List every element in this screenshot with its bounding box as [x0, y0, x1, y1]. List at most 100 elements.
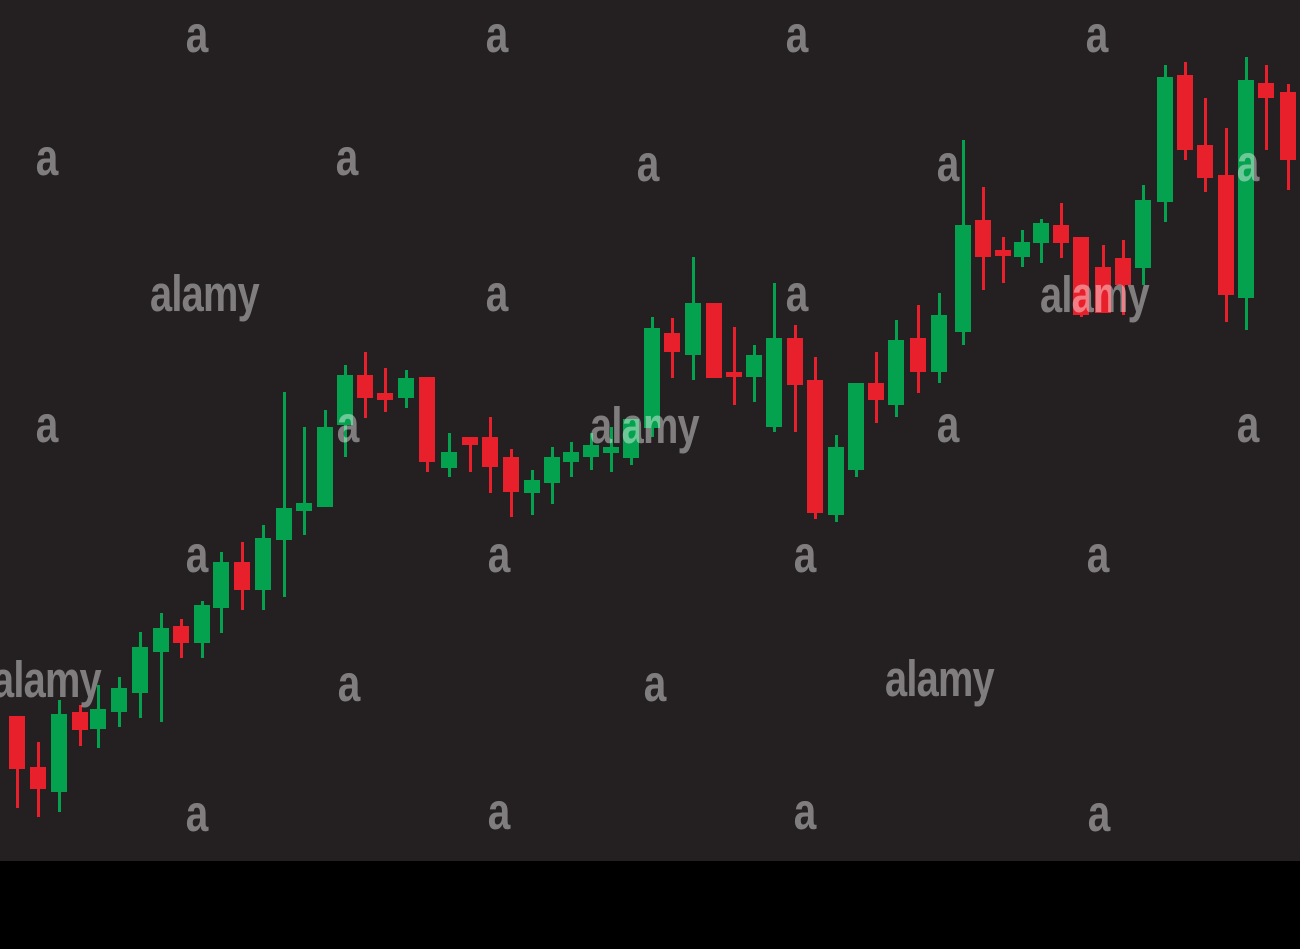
candle-body [482, 437, 498, 467]
candle-body [296, 503, 312, 511]
candle-body [503, 457, 519, 492]
candle-body [90, 709, 106, 729]
candle-wick [732, 327, 736, 405]
candle-body [975, 220, 991, 257]
candle-body [337, 375, 353, 425]
candlestick-chart: alamy alamy alamy alamy alamy a a a a a a a a a a a a a a a… [0, 0, 1300, 861]
candle-body [1157, 77, 1173, 202]
candle-body [1014, 242, 1030, 257]
alamy-watermark-word: alamy [885, 650, 995, 707]
candle-wick [282, 392, 286, 597]
candle-body [868, 383, 884, 400]
candle-body [888, 340, 904, 405]
alamy-watermark-word: alamy [0, 651, 102, 708]
alamy-watermark-word: alamy [590, 397, 700, 454]
candle-body [623, 419, 639, 458]
candle-wick [468, 437, 472, 472]
alamy-watermark-letter: a [487, 525, 511, 584]
alamy-watermark-letter: a [185, 5, 209, 64]
alamy-watermark-letter: a [487, 782, 511, 841]
candle-body [153, 628, 169, 652]
candle-body [255, 538, 271, 590]
candle-body [1238, 80, 1254, 298]
candle-body [955, 225, 971, 332]
candle-body [72, 712, 88, 730]
alamy-watermark-letter: a [793, 525, 817, 584]
alamy-watermark-letter: a [1236, 134, 1260, 193]
alamy-watermark-letter: a [1086, 525, 1110, 584]
candle-wick [1264, 65, 1268, 150]
candle-body [1053, 225, 1069, 243]
candle-body [931, 315, 947, 372]
candle-body [706, 303, 722, 378]
candle-body [524, 480, 540, 493]
alamy-watermark-letter: a [185, 784, 209, 843]
alamy-watermark-letter: a [185, 525, 209, 584]
candle-body [1177, 75, 1193, 150]
candle-body [377, 393, 393, 400]
alamy-watermark-letter: a [643, 654, 667, 713]
candle-body [1095, 267, 1111, 313]
candle-body [30, 767, 46, 789]
alamy-watermark-letter: a [793, 782, 817, 841]
candle-body [194, 605, 210, 643]
candle-body [766, 338, 782, 427]
candle-body [995, 250, 1011, 256]
alamy-watermark-letter: a [936, 134, 960, 193]
alamy-watermark-letter: a [785, 264, 809, 323]
candle-wick [302, 427, 306, 535]
candle-wick [159, 613, 163, 722]
candle-body [1073, 237, 1089, 315]
candle-wick [383, 368, 387, 412]
alamy-watermark-letter: a [785, 5, 809, 64]
candle-body [213, 562, 229, 608]
candle-body [51, 714, 67, 792]
candle-wick [1001, 237, 1005, 283]
candle-body [1033, 223, 1049, 243]
candle-body [462, 437, 478, 445]
candle-body [419, 377, 435, 462]
candle-body [173, 626, 189, 643]
candle-body [685, 303, 701, 355]
alamy-watermark-letter: a [337, 654, 361, 713]
alamy-watermark-letter: a [485, 5, 509, 64]
candle-body [1197, 145, 1213, 178]
candle-body [828, 447, 844, 515]
candle-body [787, 338, 803, 385]
alamy-watermark-letter: a [35, 395, 59, 454]
candle-body [544, 457, 560, 483]
alamy-watermark-letter: a [485, 264, 509, 323]
candle-body [1280, 92, 1296, 160]
alamy-watermark-letter: a [35, 128, 59, 187]
alamy-watermark-letter: a [1087, 784, 1111, 843]
alamy-watermark-letter: a [1236, 395, 1260, 454]
candle-body [807, 380, 823, 513]
alamy-watermark-letter: a [936, 395, 960, 454]
candle-body [234, 562, 250, 590]
alamy-watermark-word: alamy [150, 265, 260, 322]
candle-body [563, 452, 579, 462]
candle-body [357, 375, 373, 398]
alamy-watermark-letter: a [636, 134, 660, 193]
candle-body [664, 333, 680, 352]
candle-body [441, 452, 457, 468]
candle-body [317, 427, 333, 507]
candle-body [398, 378, 414, 398]
candle-body [644, 328, 660, 428]
candle-body [603, 447, 619, 453]
candle-body [1135, 200, 1151, 268]
candle-body [1218, 175, 1234, 295]
candle-body [910, 338, 926, 372]
candle-body [111, 688, 127, 712]
candle-body [276, 508, 292, 540]
candle-body [583, 445, 599, 457]
candle-body [746, 355, 762, 377]
candle-body [726, 372, 742, 377]
candle-body [132, 647, 148, 693]
candle-body [1115, 258, 1131, 285]
alamy-footer-bar: alamy Image ID: W224JX www.alamy.com [0, 861, 1300, 949]
alamy-watermark-word: alamy [1040, 266, 1150, 323]
alamy-watermark-letter: a [336, 395, 360, 454]
alamy-watermark-letter: a [1085, 5, 1109, 64]
